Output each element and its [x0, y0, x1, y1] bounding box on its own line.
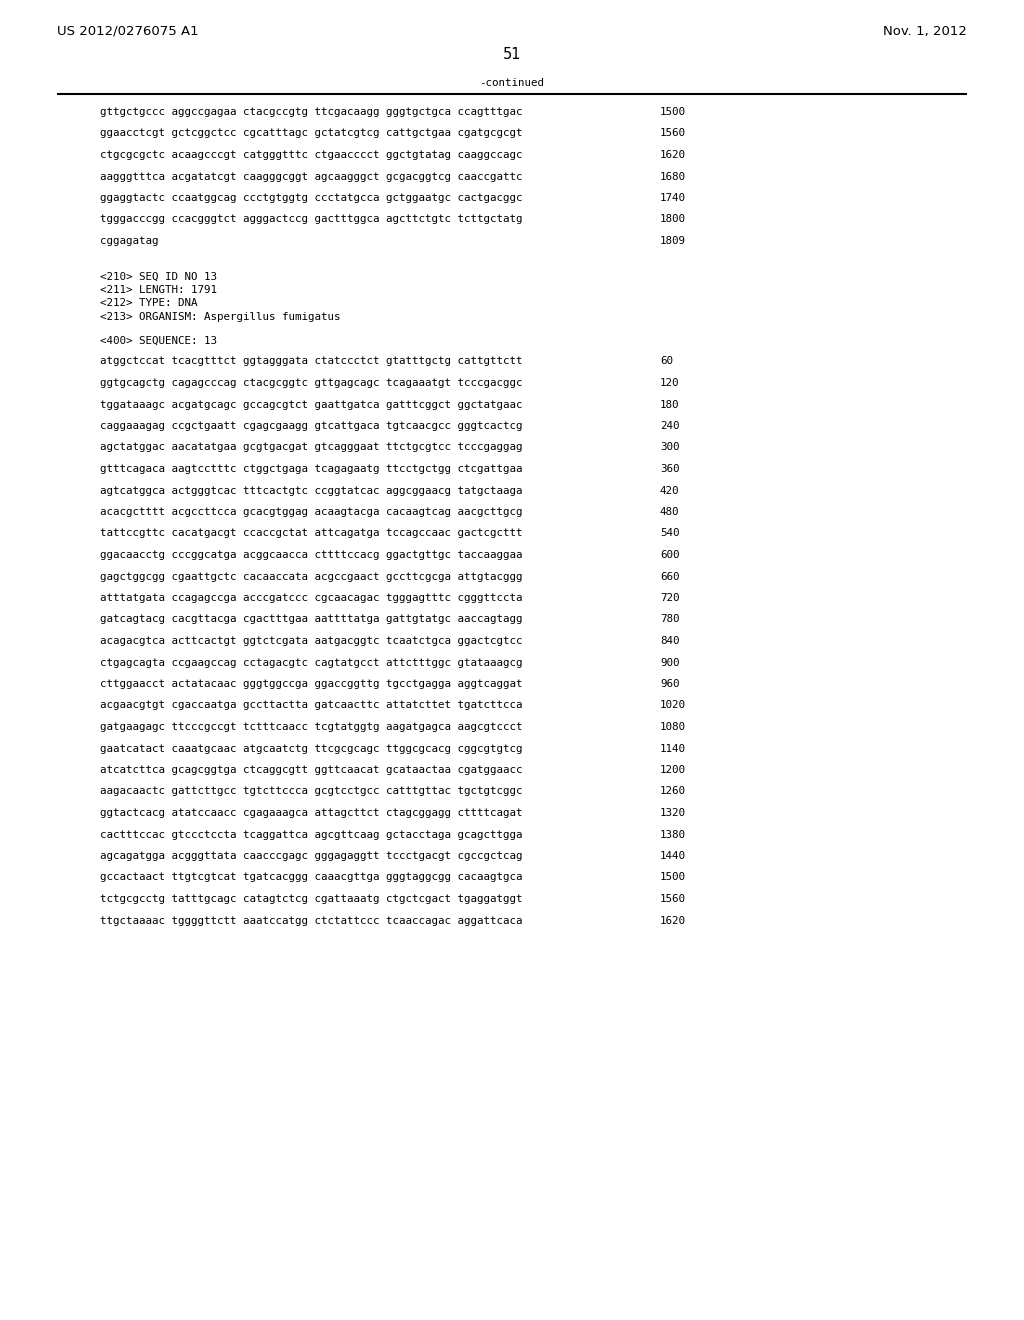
Text: 51: 51 [503, 48, 521, 62]
Text: 240: 240 [660, 421, 680, 432]
Text: cggagatag: cggagatag [100, 236, 159, 246]
Text: 720: 720 [660, 593, 680, 603]
Text: <213> ORGANISM: Aspergillus fumigatus: <213> ORGANISM: Aspergillus fumigatus [100, 312, 341, 322]
Text: agcagatgga acgggttata caacccgagc gggagaggtt tccctgacgt cgccgctcag: agcagatgga acgggttata caacccgagc gggagag… [100, 851, 522, 861]
Text: acgaacgtgt cgaccaatga gccttactta gatcaacttc attatcttet tgatcttcca: acgaacgtgt cgaccaatga gccttactta gatcaac… [100, 701, 522, 710]
Text: ttgctaaaac tggggttctt aaatccatgg ctctattccc tcaaccagac aggattcaca: ttgctaaaac tggggttctt aaatccatgg ctctatt… [100, 916, 522, 925]
Text: agtcatggca actgggtcac tttcactgtc ccggtatcac aggcggaacg tatgctaaga: agtcatggca actgggtcac tttcactgtc ccggtat… [100, 486, 522, 495]
Text: 300: 300 [660, 442, 680, 453]
Text: 1560: 1560 [660, 894, 686, 904]
Text: 1080: 1080 [660, 722, 686, 733]
Text: acacgctttt acgccttcca gcacgtggag acaagtacga cacaagtcag aacgcttgcg: acacgctttt acgccttcca gcacgtggag acaagta… [100, 507, 522, 517]
Text: 1620: 1620 [660, 150, 686, 160]
Text: 1020: 1020 [660, 701, 686, 710]
Text: 1500: 1500 [660, 107, 686, 117]
Text: 420: 420 [660, 486, 680, 495]
Text: 900: 900 [660, 657, 680, 668]
Text: 1620: 1620 [660, 916, 686, 925]
Text: tattccgttc cacatgacgt ccaccgctat attcagatga tccagccaac gactcgcttt: tattccgttc cacatgacgt ccaccgctat attcaga… [100, 528, 522, 539]
Text: 360: 360 [660, 465, 680, 474]
Text: ggaacctcgt gctcggctcc cgcatttagc gctatcgtcg cattgctgaa cgatgcgcgt: ggaacctcgt gctcggctcc cgcatttagc gctatcg… [100, 128, 522, 139]
Text: agctatggac aacatatgaa gcgtgacgat gtcagggaat ttctgcgtcc tcccgaggag: agctatggac aacatatgaa gcgtgacgat gtcaggg… [100, 442, 522, 453]
Text: 1740: 1740 [660, 193, 686, 203]
Text: 1809: 1809 [660, 236, 686, 246]
Text: 1440: 1440 [660, 851, 686, 861]
Text: gccactaact ttgtcgtcat tgatcacggg caaacgttga gggtaggcgg cacaagtgca: gccactaact ttgtcgtcat tgatcacggg caaacgt… [100, 873, 522, 883]
Text: 1200: 1200 [660, 766, 686, 775]
Text: tctgcgcctg tatttgcagc catagtctcg cgattaaatg ctgctcgact tgaggatggt: tctgcgcctg tatttgcagc catagtctcg cgattaa… [100, 894, 522, 904]
Text: acagacgtca acttcactgt ggtctcgata aatgacggtc tcaatctgca ggactcgtcc: acagacgtca acttcactgt ggtctcgata aatgacg… [100, 636, 522, 645]
Text: 120: 120 [660, 378, 680, 388]
Text: cttggaacct actatacaac gggtggccga ggaccggttg tgcctgagga aggtcaggat: cttggaacct actatacaac gggtggccga ggaccgg… [100, 678, 522, 689]
Text: <210> SEQ ID NO 13: <210> SEQ ID NO 13 [100, 272, 217, 281]
Text: <212> TYPE: DNA: <212> TYPE: DNA [100, 298, 198, 309]
Text: 60: 60 [660, 356, 673, 367]
Text: 780: 780 [660, 615, 680, 624]
Text: tgggacccgg ccacgggtct agggactccg gactttggca agcttctgtc tcttgctatg: tgggacccgg ccacgggtct agggactccg gactttg… [100, 214, 522, 224]
Text: atttatgata ccagagccga acccgatccc cgcaacagac tgggagtttc cgggttccta: atttatgata ccagagccga acccgatccc cgcaaca… [100, 593, 522, 603]
Text: ggacaacctg cccggcatga acggcaacca cttttccacg ggactgttgc taccaaggaa: ggacaacctg cccggcatga acggcaacca cttttcc… [100, 550, 522, 560]
Text: 1500: 1500 [660, 873, 686, 883]
Text: 1380: 1380 [660, 829, 686, 840]
Text: 540: 540 [660, 528, 680, 539]
Text: 660: 660 [660, 572, 680, 582]
Text: 960: 960 [660, 678, 680, 689]
Text: caggaaagag ccgctgaatt cgagcgaagg gtcattgaca tgtcaacgcc gggtcactcg: caggaaagag ccgctgaatt cgagcgaagg gtcattg… [100, 421, 522, 432]
Text: <211> LENGTH: 1791: <211> LENGTH: 1791 [100, 285, 217, 294]
Text: aagacaactc gattcttgcc tgtcttccca gcgtcctgcc catttgttac tgctgtcggc: aagacaactc gattcttgcc tgtcttccca gcgtcct… [100, 787, 522, 796]
Text: 1560: 1560 [660, 128, 686, 139]
Text: ctgagcagta ccgaagccag cctagacgtc cagtatgcct attctttggc gtataaagcg: ctgagcagta ccgaagccag cctagacgtc cagtatg… [100, 657, 522, 668]
Text: 1260: 1260 [660, 787, 686, 796]
Text: ctgcgcgctc acaagcccgt catgggtttc ctgaacccct ggctgtatag caaggccagc: ctgcgcgctc acaagcccgt catgggtttc ctgaacc… [100, 150, 522, 160]
Text: 1800: 1800 [660, 214, 686, 224]
Text: gaatcatact caaatgcaac atgcaatctg ttcgcgcagc ttggcgcacg cggcgtgtcg: gaatcatact caaatgcaac atgcaatctg ttcgcgc… [100, 743, 522, 754]
Text: aagggtttca acgatatcgt caagggcggt agcaagggct gcgacggtcg caaccgattc: aagggtttca acgatatcgt caagggcggt agcaagg… [100, 172, 522, 181]
Text: tggataaagc acgatgcagc gccagcgtct gaattgatca gatttcggct ggctatgaac: tggataaagc acgatgcagc gccagcgtct gaattga… [100, 400, 522, 409]
Text: gtttcagaca aagtcctttc ctggctgaga tcagagaatg ttcctgctgg ctcgattgaa: gtttcagaca aagtcctttc ctggctgaga tcagaga… [100, 465, 522, 474]
Text: US 2012/0276075 A1: US 2012/0276075 A1 [57, 25, 199, 38]
Text: gatcagtacg cacgttacga cgactttgaa aattttatga gattgtatgc aaccagtagg: gatcagtacg cacgttacga cgactttgaa aatttta… [100, 615, 522, 624]
Text: 600: 600 [660, 550, 680, 560]
Text: ggtgcagctg cagagcccag ctacgcggtc gttgagcagc tcagaaatgt tcccgacggc: ggtgcagctg cagagcccag ctacgcggtc gttgagc… [100, 378, 522, 388]
Text: cactttccac gtccctccta tcaggattca agcgttcaag gctacctaga gcagcttgga: cactttccac gtccctccta tcaggattca agcgttc… [100, 829, 522, 840]
Text: atcatcttca gcagcggtga ctcaggcgtt ggttcaacat gcataactaa cgatggaacc: atcatcttca gcagcggtga ctcaggcgtt ggttcaa… [100, 766, 522, 775]
Text: 480: 480 [660, 507, 680, 517]
Text: ggtactcacg atatccaacc cgagaaagca attagcttct ctagcggagg cttttcagat: ggtactcacg atatccaacc cgagaaagca attagct… [100, 808, 522, 818]
Text: -continued: -continued [479, 78, 545, 88]
Text: 1680: 1680 [660, 172, 686, 181]
Text: Nov. 1, 2012: Nov. 1, 2012 [883, 25, 967, 38]
Text: 1140: 1140 [660, 743, 686, 754]
Text: 1320: 1320 [660, 808, 686, 818]
Text: <400> SEQUENCE: 13: <400> SEQUENCE: 13 [100, 335, 217, 346]
Text: ggaggtactc ccaatggcag ccctgtggtg ccctatgcca gctggaatgc cactgacggc: ggaggtactc ccaatggcag ccctgtggtg ccctatg… [100, 193, 522, 203]
Text: atggctccat tcacgtttct ggtagggata ctatccctct gtatttgctg cattgttctt: atggctccat tcacgtttct ggtagggata ctatccc… [100, 356, 522, 367]
Text: gagctggcgg cgaattgctc cacaaccata acgccgaact gccttcgcga attgtacggg: gagctggcgg cgaattgctc cacaaccata acgccga… [100, 572, 522, 582]
Text: gatgaagagc ttcccgccgt tctttcaacc tcgtatggtg aagatgagca aagcgtccct: gatgaagagc ttcccgccgt tctttcaacc tcgtatg… [100, 722, 522, 733]
Text: 840: 840 [660, 636, 680, 645]
Text: gttgctgccc aggccgagaa ctacgccgtg ttcgacaagg gggtgctgca ccagtttgac: gttgctgccc aggccgagaa ctacgccgtg ttcgaca… [100, 107, 522, 117]
Text: 180: 180 [660, 400, 680, 409]
